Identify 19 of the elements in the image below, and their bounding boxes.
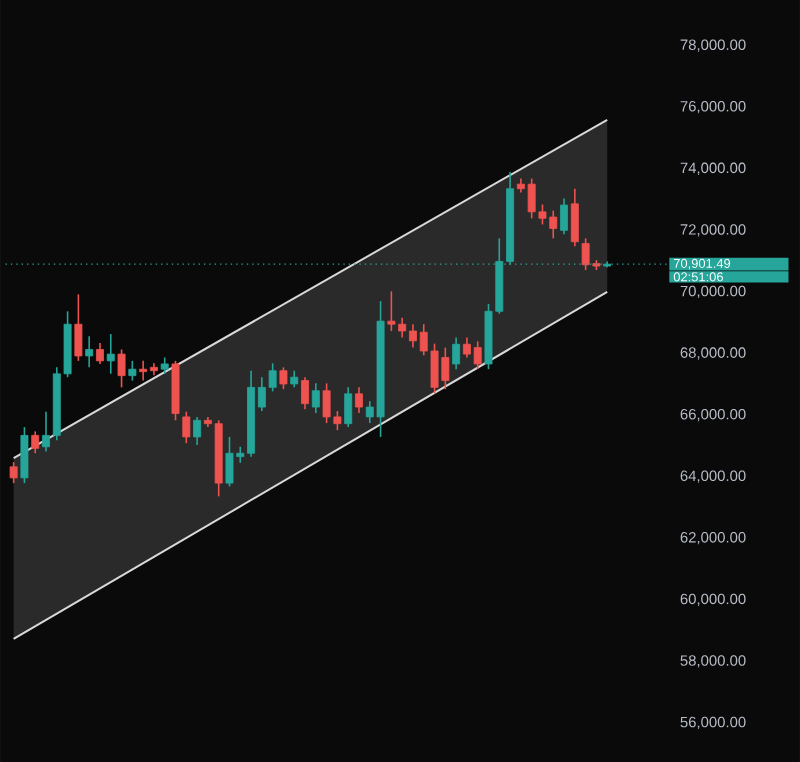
candlestick [117, 348, 126, 388]
candlestick [344, 386, 353, 428]
candlestick [279, 366, 288, 390]
candlestick [31, 430, 40, 454]
candlestick [128, 359, 137, 382]
candlestick [355, 386, 363, 414]
candlestick [560, 197, 569, 235]
candlestick [182, 410, 191, 444]
candlestick [20, 425, 29, 484]
candlestick [106, 332, 115, 375]
candlestick [570, 187, 579, 247]
candlestick [85, 335, 94, 368]
candlestick [301, 376, 309, 410]
candlestick [74, 293, 83, 362]
candlestick [193, 415, 202, 446]
candlestick [9, 461, 18, 484]
candlestick [96, 341, 104, 365]
candlestick [311, 382, 320, 414]
candlestick [452, 336, 461, 370]
